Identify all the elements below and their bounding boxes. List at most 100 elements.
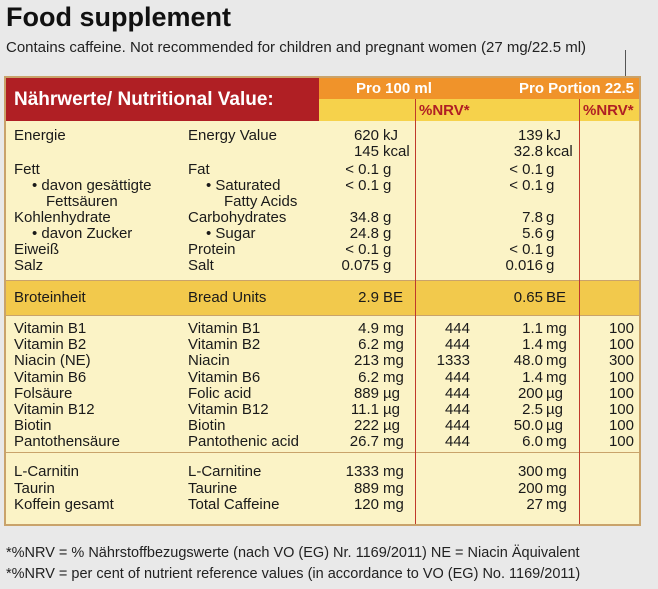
nutrient-name-en: L-Carnitine bbox=[188, 463, 262, 480]
unit-per-100ml: mg bbox=[383, 336, 404, 354]
bread-units-row: Broteinheit Bread Units 2.9 BE 0.65 BE bbox=[6, 289, 639, 306]
nutrient-name-de: • davon Zucker bbox=[32, 225, 133, 242]
table-row: Kohlenhydrate Carbohydrates 34.8 g 7.8 g bbox=[6, 209, 639, 226]
value-per-portion: < 0.1 bbox=[509, 161, 543, 178]
unit-per-portion: mg bbox=[546, 433, 567, 451]
value-per-100ml: 120 bbox=[353, 496, 379, 513]
unit-per-portion: g bbox=[546, 177, 555, 194]
unit-per-100ml: mg bbox=[383, 463, 404, 480]
table-row: • davon Zucker • Sugar 24.8 g 5.6 g bbox=[6, 225, 639, 242]
corner-marker bbox=[625, 50, 644, 92]
value-per-portion: 48.0 bbox=[513, 352, 543, 370]
header-orange-band bbox=[319, 78, 639, 99]
page-title: Food supplement bbox=[6, 2, 231, 32]
nutrient-name-en: Vitamin B12 bbox=[188, 401, 269, 418]
nutrient-name-en: Fat bbox=[188, 161, 210, 178]
nutrient-name-de: Vitamin B2 bbox=[14, 336, 87, 354]
nutrient-name-de: L-Carnitin bbox=[14, 463, 80, 480]
footnote-de: *%NRV = % Nährstoffbezugswerte (nach VO … bbox=[6, 545, 580, 561]
divider bbox=[6, 315, 639, 316]
value-per-100ml: < 0.1 bbox=[345, 241, 379, 258]
nutrient-name-de: Folsäure bbox=[14, 384, 73, 402]
nutrient-name-en: Pantothenic acid bbox=[188, 433, 299, 451]
value-per-portion: 7.8 bbox=[522, 209, 543, 226]
table-row: Folsäure Folic acid 889 µg 444 200 µg 100 bbox=[6, 384, 639, 402]
nrv-per-portion: 100 bbox=[608, 401, 634, 418]
unit-per-100ml: mg bbox=[383, 352, 404, 370]
table-row: Salz Salt 0.075 g 0.016 g bbox=[6, 257, 639, 274]
value-per-100ml: 889 bbox=[353, 479, 379, 497]
value-per-portion: 2.5 bbox=[522, 401, 543, 418]
nutrient-name-de: Vitamin B12 bbox=[14, 401, 95, 418]
header-yellow-band bbox=[319, 99, 639, 121]
nrv-per-100ml: 444 bbox=[444, 433, 470, 451]
column-divider bbox=[415, 99, 416, 524]
value-per-100ml: 145 bbox=[353, 143, 379, 160]
nutrient-name-en: • Saturated bbox=[206, 177, 281, 194]
unit-per-100ml: mg bbox=[383, 496, 404, 513]
unit-per-100ml: kcal bbox=[383, 143, 410, 160]
table-row: Fettsäuren Fatty Acids bbox=[6, 193, 639, 210]
unit-per-portion: g bbox=[546, 225, 555, 242]
nutrient-name-en: Bread Units bbox=[188, 289, 267, 306]
value-per-100ml: 24.8 bbox=[349, 225, 379, 242]
unit-per-portion: g bbox=[546, 209, 555, 226]
value-per-100ml: 34.8 bbox=[349, 209, 379, 226]
nutrient-name-de: Vitamin B6 bbox=[14, 368, 87, 386]
divider bbox=[6, 452, 639, 453]
column-divider bbox=[579, 99, 580, 524]
table-row: Fett Fat < 0.1 g < 0.1 g bbox=[6, 161, 639, 178]
unit-per-portion: mg bbox=[546, 496, 567, 513]
unit-per-100ml: mg bbox=[383, 368, 404, 386]
value-per-portion: 5.6 bbox=[522, 225, 543, 242]
nutrient-name-de: Pantothensäure bbox=[14, 433, 120, 451]
table-row: Vitamin B12 Vitamin B12 11.1 µg 444 2.5 µg 100 bbox=[6, 401, 639, 418]
nrv-per-100ml: 1333 bbox=[436, 352, 470, 370]
nutrient-name-de: Fettsäuren bbox=[46, 193, 118, 210]
value-per-100ml: 4.9 bbox=[358, 320, 379, 337]
table-row: Eiweiß Protein < 0.1 g < 0.1 g bbox=[6, 241, 639, 258]
nutrient-name-de: Salz bbox=[14, 257, 44, 274]
value-per-portion: 1.4 bbox=[522, 368, 543, 386]
unit-per-portion: kJ bbox=[546, 127, 561, 144]
caffeine-warning: Contains caffeine. Not recommended for c… bbox=[6, 39, 587, 56]
unit-per-portion: mg bbox=[546, 479, 567, 497]
nutrient-name-de: Koffein gesamt bbox=[14, 496, 114, 513]
nutrient-name-en: Energy Value bbox=[188, 127, 277, 144]
unit-per-100ml: mg bbox=[383, 433, 404, 451]
value-per-100ml: 11.1 bbox=[350, 401, 379, 418]
nutrient-name-de: Eiweiß bbox=[14, 241, 60, 258]
nutrient-name-en: Carbohydrates bbox=[188, 209, 287, 226]
value-per-portion: < 0.1 bbox=[509, 177, 543, 194]
nutrition-table: Nährwerte/ Nutritional Value: Pro 100 ml… bbox=[4, 76, 641, 526]
nutrient-name-en: Total Caffeine bbox=[188, 496, 280, 513]
unit-per-100ml: g bbox=[383, 257, 392, 274]
column-header-per-100ml: Pro 100 ml bbox=[356, 80, 432, 97]
nutrient-name-en: Salt bbox=[188, 257, 214, 274]
value-per-100ml: 0.075 bbox=[341, 257, 379, 274]
nutrient-name-de: Niacin (NE) bbox=[14, 352, 91, 370]
table-row: • davon gesättigte • Saturated < 0.1 g < 0.1… bbox=[6, 177, 639, 194]
nutrient-name-en: • Sugar bbox=[206, 225, 256, 242]
nutrient-name-de: Taurin bbox=[14, 479, 55, 497]
table-row: L-Carnitin L-Carnitine 1333 mg 300 mg bbox=[6, 463, 639, 480]
nrv-per-100ml: 444 bbox=[444, 336, 470, 354]
unit-per-100ml: kJ bbox=[383, 127, 398, 144]
value-per-portion: 300 bbox=[517, 463, 543, 480]
value-per-100ml: 213 bbox=[353, 352, 379, 370]
value-per-100ml: 26.7 bbox=[349, 433, 379, 451]
unit-per-100ml: µg bbox=[383, 384, 400, 402]
table-row: Vitamin B1 Vitamin B1 4.9 mg 444 1.1 mg 100 bbox=[6, 320, 639, 337]
table-row: Biotin Biotin 222 µg 444 50.0 µg 100 bbox=[6, 417, 639, 435]
nutrient-name-de: Energie bbox=[14, 127, 66, 144]
value-per-100ml: 222 bbox=[353, 417, 379, 435]
nrv-per-portion: 100 bbox=[608, 417, 634, 435]
nutrient-name-en: Fatty Acids bbox=[224, 193, 298, 210]
unit-per-portion: µg bbox=[546, 417, 563, 435]
value-per-portion: 0.016 bbox=[505, 257, 543, 274]
unit-per-100ml: g bbox=[383, 177, 392, 194]
unit-per-portion: µg bbox=[546, 401, 563, 418]
nutrient-name-de: Kohlenhydrate bbox=[14, 209, 111, 226]
value-per-portion: 50.0 bbox=[513, 417, 543, 435]
table-row: Taurin Taurine 889 mg 200 mg bbox=[6, 479, 639, 497]
